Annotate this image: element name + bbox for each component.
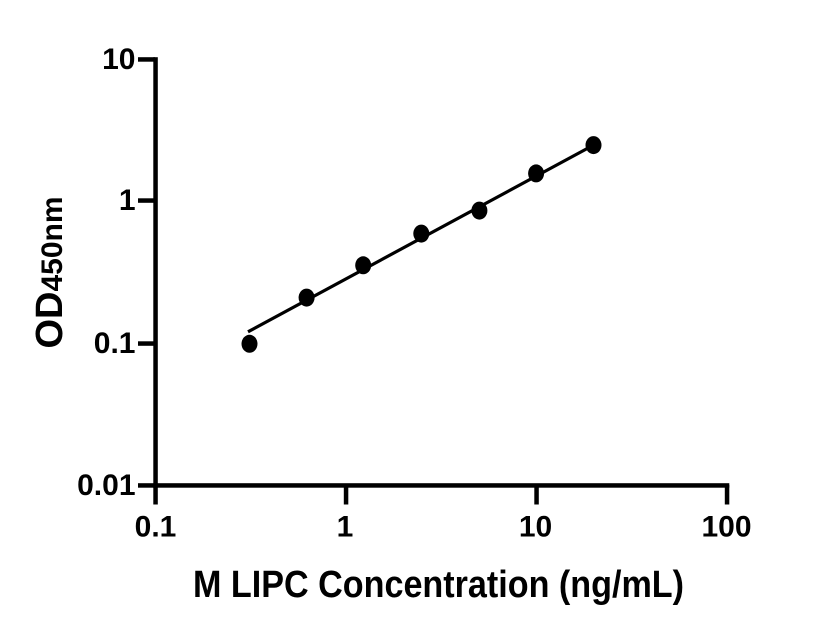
svg-text:10: 10 — [519, 511, 552, 544]
svg-text:OD450nm: OD450nm — [29, 196, 71, 348]
svg-text:1: 1 — [119, 184, 136, 217]
svg-text:M LIPC Concentration (ng/mL): M LIPC Concentration (ng/mL) — [193, 564, 684, 606]
svg-text:0.01: 0.01 — [77, 469, 135, 502]
svg-text:100: 100 — [701, 511, 751, 544]
svg-text:0.1: 0.1 — [135, 511, 177, 544]
svg-text:10: 10 — [102, 43, 135, 76]
svg-text:0.1: 0.1 — [94, 327, 136, 360]
svg-text:1: 1 — [337, 511, 354, 544]
